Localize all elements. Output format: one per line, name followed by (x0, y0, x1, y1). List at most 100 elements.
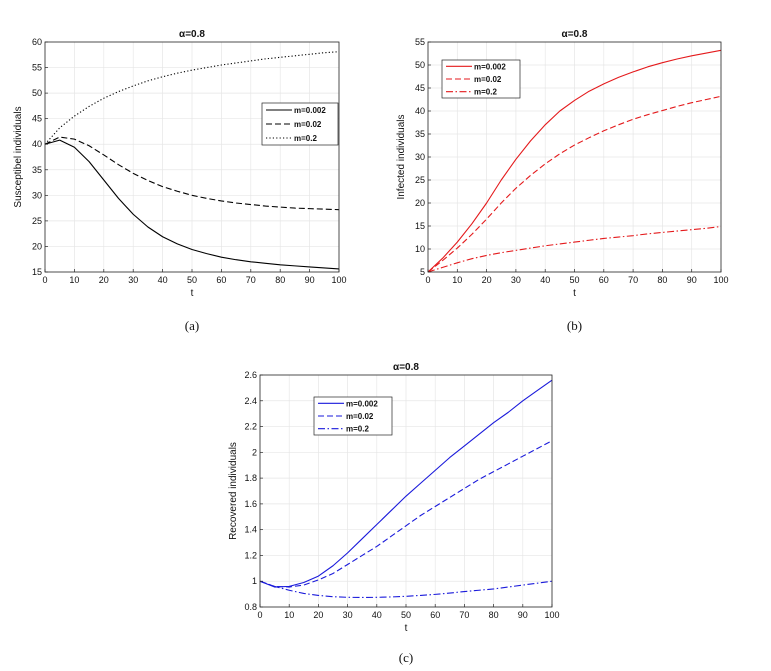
legend-label-3: m=0.2 (474, 88, 497, 97)
x-tick-label: 60 (216, 275, 226, 285)
y-tick-label: 25 (415, 175, 425, 185)
x-tick-label: 90 (518, 610, 528, 620)
x-tick-label: 60 (430, 610, 440, 620)
chart-c: 0 10 20 30 40 50 60 70 80 90 100 0.8 1 1.2 1.4 1.6 1.8 2 2… (228, 362, 560, 665)
x-tick-label: 10 (284, 610, 294, 620)
x-tick-label: 20 (99, 275, 109, 285)
y-tick-label: 55 (32, 63, 42, 73)
figure-caption: (a) (185, 318, 199, 333)
x-tick-label: 70 (628, 275, 638, 285)
y-tick-label: 50 (32, 88, 42, 98)
series-line-3 (427, 225, 722, 273)
x-tick-label: 80 (275, 275, 285, 285)
x-tick-label: 90 (305, 275, 315, 285)
x-tick-label: 50 (187, 275, 197, 285)
y-tick-label: 35 (32, 165, 42, 175)
series-line-1 (427, 49, 722, 273)
x-tick-label: 10 (452, 275, 462, 285)
x-tick-label: 10 (69, 275, 79, 285)
legend-label-2: m=0.02 (346, 412, 374, 421)
y-axis-label: Infected individuals (396, 114, 407, 199)
x-axis-label: t (573, 288, 576, 299)
y-axis-label: Recovered individuals (228, 442, 239, 540)
y-tick-label: 30 (32, 190, 42, 200)
y-tick-label: 15 (415, 221, 425, 231)
x-axis-label: t (191, 288, 194, 299)
series-line-2 (427, 95, 722, 273)
x-tick-label: 40 (158, 275, 168, 285)
y-tick-label: 20 (415, 198, 425, 208)
x-tick-label: 100 (544, 610, 559, 620)
chart-title: α=0.8 (179, 29, 205, 40)
y-tick-label: 1.2 (244, 550, 257, 560)
x-tick-label: 80 (657, 275, 667, 285)
series-line-3 (259, 580, 553, 599)
x-tick-label: 70 (459, 610, 469, 620)
series-line-1 (259, 379, 553, 588)
x-tick-label: 80 (489, 610, 499, 620)
x-tick-label: 50 (569, 275, 579, 285)
y-tick-label: 35 (415, 129, 425, 139)
y-tick-label: 1 (252, 576, 257, 586)
y-tick-label: 2.4 (244, 396, 257, 406)
chart-title: α=0.8 (393, 362, 419, 373)
x-tick-label: 50 (401, 610, 411, 620)
x-tick-label: 20 (313, 610, 323, 620)
x-tick-label: 30 (511, 275, 521, 285)
legend-label-1: m=0.002 (294, 106, 326, 115)
y-tick-label: 2 (252, 447, 257, 457)
y-tick-label: 25 (32, 216, 42, 226)
x-tick-label: 100 (713, 275, 728, 285)
y-tick-label: 10 (415, 244, 425, 254)
x-tick-label: 0 (425, 275, 430, 285)
y-axis-label: Susceptibel individuals (13, 106, 24, 207)
chart-a: 0 10 20 30 40 50 60 70 80 90 100 15 20 25 30 35 40 45 50 55… (13, 29, 347, 333)
y-tick-label: 60 (32, 37, 42, 47)
x-tick-label: 100 (331, 275, 346, 285)
x-tick-label: 70 (246, 275, 256, 285)
y-tick-label: 1.8 (244, 473, 257, 483)
legend-label-1: m=0.002 (346, 399, 378, 408)
x-tick-label: 30 (128, 275, 138, 285)
figure-caption: (b) (567, 318, 582, 333)
y-tick-label: 0.8 (244, 602, 257, 612)
x-tick-label: 30 (343, 610, 353, 620)
legend-label-3: m=0.2 (294, 134, 317, 143)
x-tick-label: 0 (257, 610, 262, 620)
legend: m=0.002 m=0.02 m=0.2 (441, 59, 521, 99)
x-axis-label: t (405, 623, 408, 634)
y-tick-label: 45 (32, 114, 42, 124)
x-tick-label: 60 (599, 275, 609, 285)
y-tick-label: 40 (32, 139, 42, 149)
legend-label-1: m=0.002 (474, 62, 506, 71)
y-tick-label: 5 (420, 267, 425, 277)
x-tick-label: 40 (540, 275, 550, 285)
y-tick-label: 2.6 (244, 370, 257, 380)
series-line-2 (259, 440, 553, 588)
legend: m=0.002 m=0.02 m=0.2 (313, 396, 393, 436)
legend-label-2: m=0.02 (474, 75, 502, 84)
x-tick-label: 20 (482, 275, 492, 285)
y-tick-label: 50 (415, 60, 425, 70)
y-tick-label: 20 (32, 241, 42, 251)
y-tick-label: 15 (32, 267, 42, 277)
y-tick-label: 45 (415, 83, 425, 93)
y-tick-label: 1.4 (244, 525, 257, 535)
x-tick-label: 90 (687, 275, 697, 285)
y-tick-label: 1.6 (244, 499, 257, 509)
figure-caption: (c) (399, 650, 413, 665)
series-line-2 (44, 136, 340, 211)
legend-label-3: m=0.2 (346, 425, 369, 434)
y-tick-label: 30 (415, 152, 425, 162)
x-tick-label: 0 (42, 275, 47, 285)
y-tick-label: 55 (415, 37, 425, 47)
x-tick-label: 40 (372, 610, 382, 620)
series-line-1 (44, 139, 340, 270)
y-tick-label: 40 (415, 106, 425, 116)
chart-title: α=0.8 (562, 29, 588, 40)
legend-label-2: m=0.02 (294, 120, 322, 129)
legend: m=0.002 m=0.02 m=0.2 (261, 102, 339, 146)
y-tick-label: 2.2 (244, 422, 257, 432)
chart-b: 0 10 20 30 40 50 60 70 80 90 100 5 10 15 20 25 30 35 40 45 5… (396, 29, 729, 333)
